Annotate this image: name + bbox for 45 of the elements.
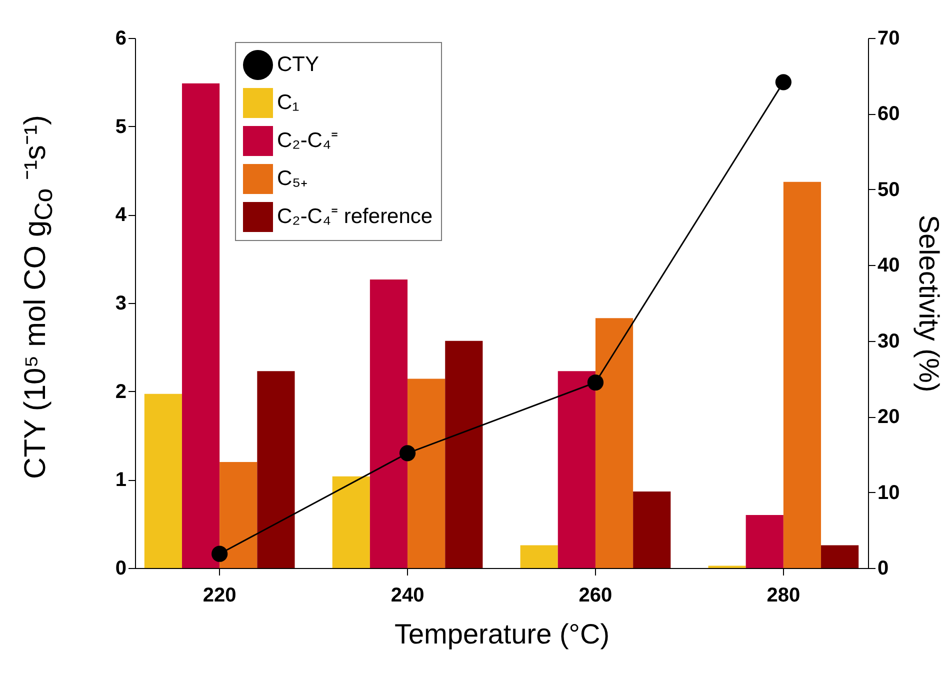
y2-tick-label: 50: [878, 178, 900, 201]
y-tick-label: 4: [115, 204, 128, 226]
x-tick-label: 240: [390, 584, 424, 606]
y-tick-label: 3: [115, 292, 126, 314]
point: [587, 374, 604, 391]
bar: [182, 83, 220, 568]
bar: [520, 545, 558, 568]
legend-label: C₁: [277, 91, 300, 114]
y-tick-label: 2: [115, 380, 126, 403]
point: [775, 74, 792, 90]
y2-tick-label: 30: [878, 330, 900, 352]
bar: [595, 318, 634, 568]
y2-tick-label: 40: [878, 254, 900, 277]
bar: [445, 340, 483, 568]
x-tick-label: 260: [578, 584, 612, 606]
y-tick-label: 1: [115, 469, 126, 492]
legend-label: CTY: [277, 53, 319, 76]
y2-tick-label: 10: [878, 482, 900, 504]
bar: [558, 371, 596, 568]
point: [399, 445, 416, 462]
y2-tick-label: 70: [878, 28, 900, 50]
bar: [220, 462, 258, 568]
x-tick-label: 280: [766, 584, 800, 606]
y2-tick-label: 60: [878, 103, 900, 126]
point: [212, 546, 228, 562]
bar: [746, 515, 784, 568]
bar: [332, 476, 370, 568]
y2-tick-label: 20: [878, 406, 900, 428]
x-tick-label: 220: [202, 584, 236, 606]
bar: [783, 182, 822, 568]
bar: [257, 371, 295, 568]
legend-label: C₂-C₄⁼: [277, 129, 338, 152]
y-tick-label: 5: [115, 116, 126, 138]
y2-axis-title: Selectivity (%): [914, 214, 945, 392]
y-tick-label: 0: [115, 558, 126, 580]
y2-tick-label: 0: [878, 558, 889, 580]
x-axis-title: Temperature (°C): [394, 618, 610, 650]
y-tick-label: 6: [115, 28, 126, 50]
bar: [370, 280, 408, 568]
bar: [821, 545, 859, 568]
bar: [633, 492, 671, 568]
legend-label: C₂-C₄⁼ reference: [277, 205, 433, 228]
legend-label: C₅₊: [277, 167, 308, 190]
bar: [144, 394, 182, 568]
bar: [408, 378, 446, 568]
